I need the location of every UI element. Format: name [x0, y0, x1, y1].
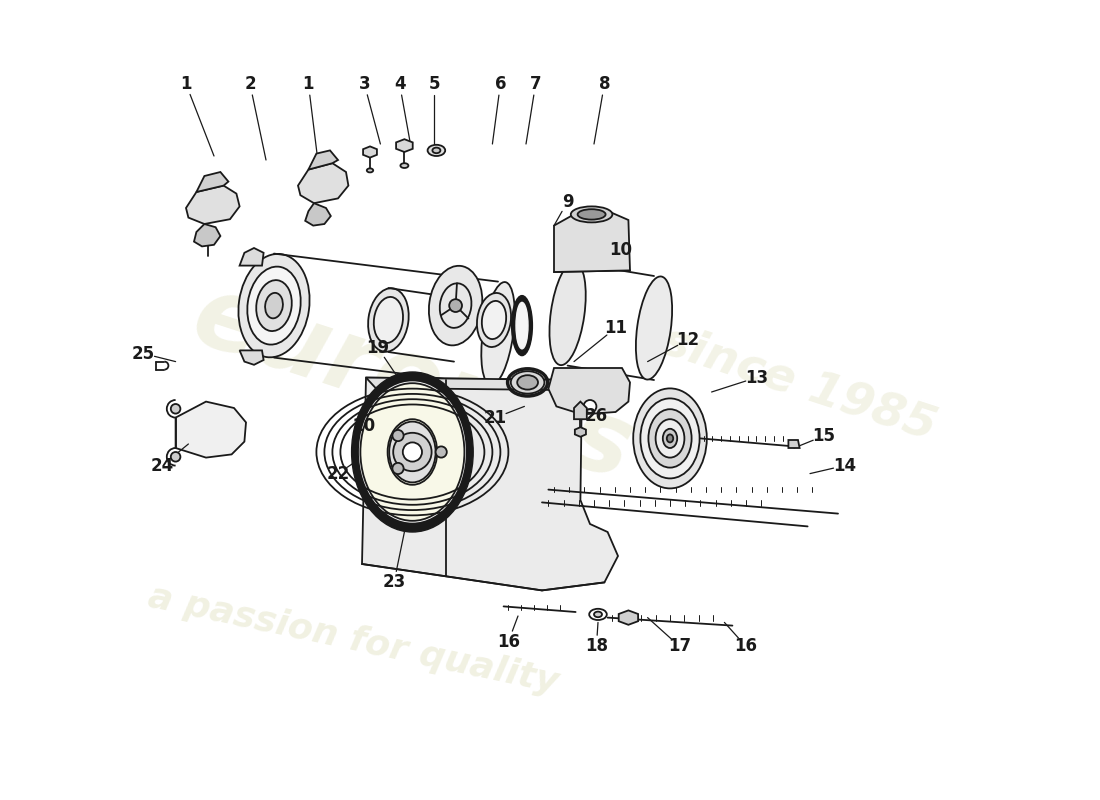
- Ellipse shape: [366, 168, 373, 172]
- Text: 1: 1: [180, 75, 191, 93]
- Circle shape: [584, 400, 596, 413]
- Circle shape: [449, 299, 462, 312]
- Ellipse shape: [256, 280, 292, 331]
- Polygon shape: [194, 224, 220, 246]
- Ellipse shape: [571, 206, 613, 222]
- Circle shape: [170, 452, 180, 462]
- Text: 3: 3: [359, 75, 371, 93]
- Text: 23: 23: [383, 574, 406, 591]
- Ellipse shape: [429, 266, 482, 346]
- Polygon shape: [308, 150, 338, 170]
- Text: 22: 22: [327, 465, 350, 482]
- Polygon shape: [363, 146, 377, 158]
- Ellipse shape: [361, 383, 464, 521]
- Text: 14: 14: [833, 457, 856, 474]
- Text: 15: 15: [812, 427, 835, 445]
- Ellipse shape: [656, 419, 684, 458]
- Text: 11: 11: [604, 319, 627, 337]
- Ellipse shape: [648, 409, 692, 467]
- Circle shape: [403, 442, 422, 462]
- Ellipse shape: [510, 371, 544, 394]
- Polygon shape: [396, 139, 412, 152]
- Ellipse shape: [360, 382, 465, 522]
- Text: 20: 20: [353, 417, 376, 434]
- Ellipse shape: [516, 302, 528, 349]
- Circle shape: [393, 463, 404, 474]
- Circle shape: [393, 430, 404, 441]
- Ellipse shape: [477, 293, 512, 347]
- Ellipse shape: [374, 297, 403, 343]
- Ellipse shape: [482, 301, 506, 339]
- Polygon shape: [575, 427, 586, 437]
- Ellipse shape: [634, 388, 707, 488]
- Ellipse shape: [482, 282, 515, 385]
- Text: 9: 9: [562, 193, 573, 210]
- Ellipse shape: [352, 372, 473, 532]
- Ellipse shape: [428, 145, 446, 156]
- Polygon shape: [789, 440, 800, 448]
- Polygon shape: [197, 172, 229, 192]
- Ellipse shape: [640, 398, 700, 478]
- Polygon shape: [298, 163, 349, 203]
- Ellipse shape: [636, 277, 672, 379]
- Polygon shape: [549, 368, 630, 414]
- Polygon shape: [305, 203, 331, 226]
- Text: 16: 16: [497, 633, 520, 650]
- Text: 7: 7: [530, 75, 541, 93]
- Polygon shape: [618, 610, 638, 625]
- Ellipse shape: [265, 293, 283, 318]
- Polygon shape: [362, 378, 618, 590]
- Circle shape: [436, 446, 447, 458]
- Text: 1: 1: [302, 75, 315, 93]
- Text: 19: 19: [366, 339, 389, 357]
- Ellipse shape: [590, 609, 607, 620]
- Polygon shape: [366, 378, 594, 390]
- Text: since 1985: since 1985: [656, 318, 942, 450]
- Text: 26: 26: [585, 407, 608, 425]
- Polygon shape: [176, 402, 246, 458]
- Text: 16: 16: [735, 638, 758, 655]
- Ellipse shape: [239, 254, 309, 358]
- Text: 2: 2: [244, 75, 256, 93]
- Text: 13: 13: [745, 369, 768, 386]
- Text: a passion for quality: a passion for quality: [145, 580, 562, 700]
- Ellipse shape: [594, 611, 602, 618]
- Text: 5: 5: [428, 75, 440, 93]
- Ellipse shape: [432, 147, 440, 153]
- Text: 6: 6: [495, 75, 506, 93]
- Polygon shape: [554, 212, 630, 272]
- Ellipse shape: [248, 266, 300, 345]
- Text: 8: 8: [598, 75, 611, 93]
- Ellipse shape: [400, 163, 408, 168]
- Ellipse shape: [368, 288, 409, 352]
- Ellipse shape: [517, 375, 538, 390]
- Text: 12: 12: [676, 331, 700, 349]
- Text: 21: 21: [484, 409, 507, 426]
- Text: 17: 17: [668, 638, 691, 655]
- Ellipse shape: [512, 296, 532, 355]
- Polygon shape: [240, 350, 264, 365]
- Text: 25: 25: [132, 345, 155, 362]
- Circle shape: [393, 433, 431, 471]
- Text: europes: europes: [180, 267, 645, 501]
- Ellipse shape: [667, 434, 673, 442]
- Ellipse shape: [663, 429, 678, 448]
- Polygon shape: [186, 186, 240, 224]
- Circle shape: [170, 404, 180, 414]
- Polygon shape: [574, 402, 586, 419]
- Ellipse shape: [389, 422, 436, 482]
- Ellipse shape: [550, 262, 585, 365]
- Text: 18: 18: [585, 638, 608, 655]
- Text: 4: 4: [394, 75, 406, 93]
- Polygon shape: [240, 248, 264, 266]
- Ellipse shape: [578, 209, 606, 219]
- Text: 24: 24: [151, 457, 174, 474]
- Text: 10: 10: [609, 241, 631, 258]
